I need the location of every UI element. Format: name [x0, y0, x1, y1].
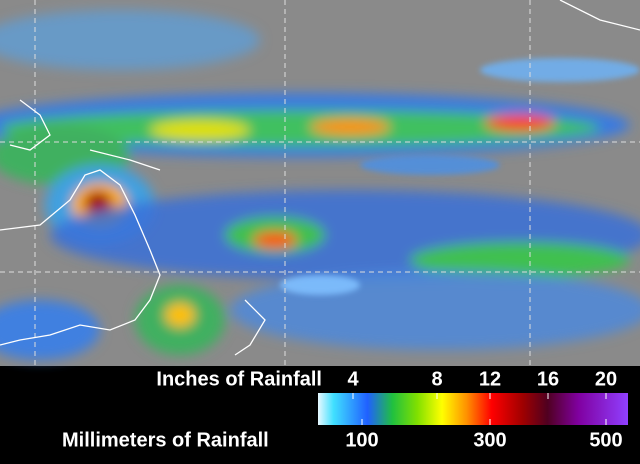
inch-tick-label: 20	[595, 368, 617, 390]
inches-label: Inches of Rainfall	[156, 368, 322, 390]
mm-label: Millimeters of Rainfall	[62, 429, 269, 451]
inch-tick-label: 12	[479, 368, 501, 390]
coastlines	[0, 0, 640, 356]
rain-field	[0, 10, 640, 360]
mm-tick-label: 500	[589, 429, 622, 451]
cloud-streaks	[280, 58, 640, 295]
mm-tick-label: 300	[473, 429, 506, 451]
inch-tick-label: 4	[347, 368, 359, 390]
mm-tick-label: 100	[345, 429, 378, 451]
lat-lon-grid	[0, 0, 640, 366]
inch-tick-label: 8	[431, 368, 442, 390]
inch-tick-label: 16	[537, 368, 559, 390]
color-scale	[318, 393, 628, 425]
